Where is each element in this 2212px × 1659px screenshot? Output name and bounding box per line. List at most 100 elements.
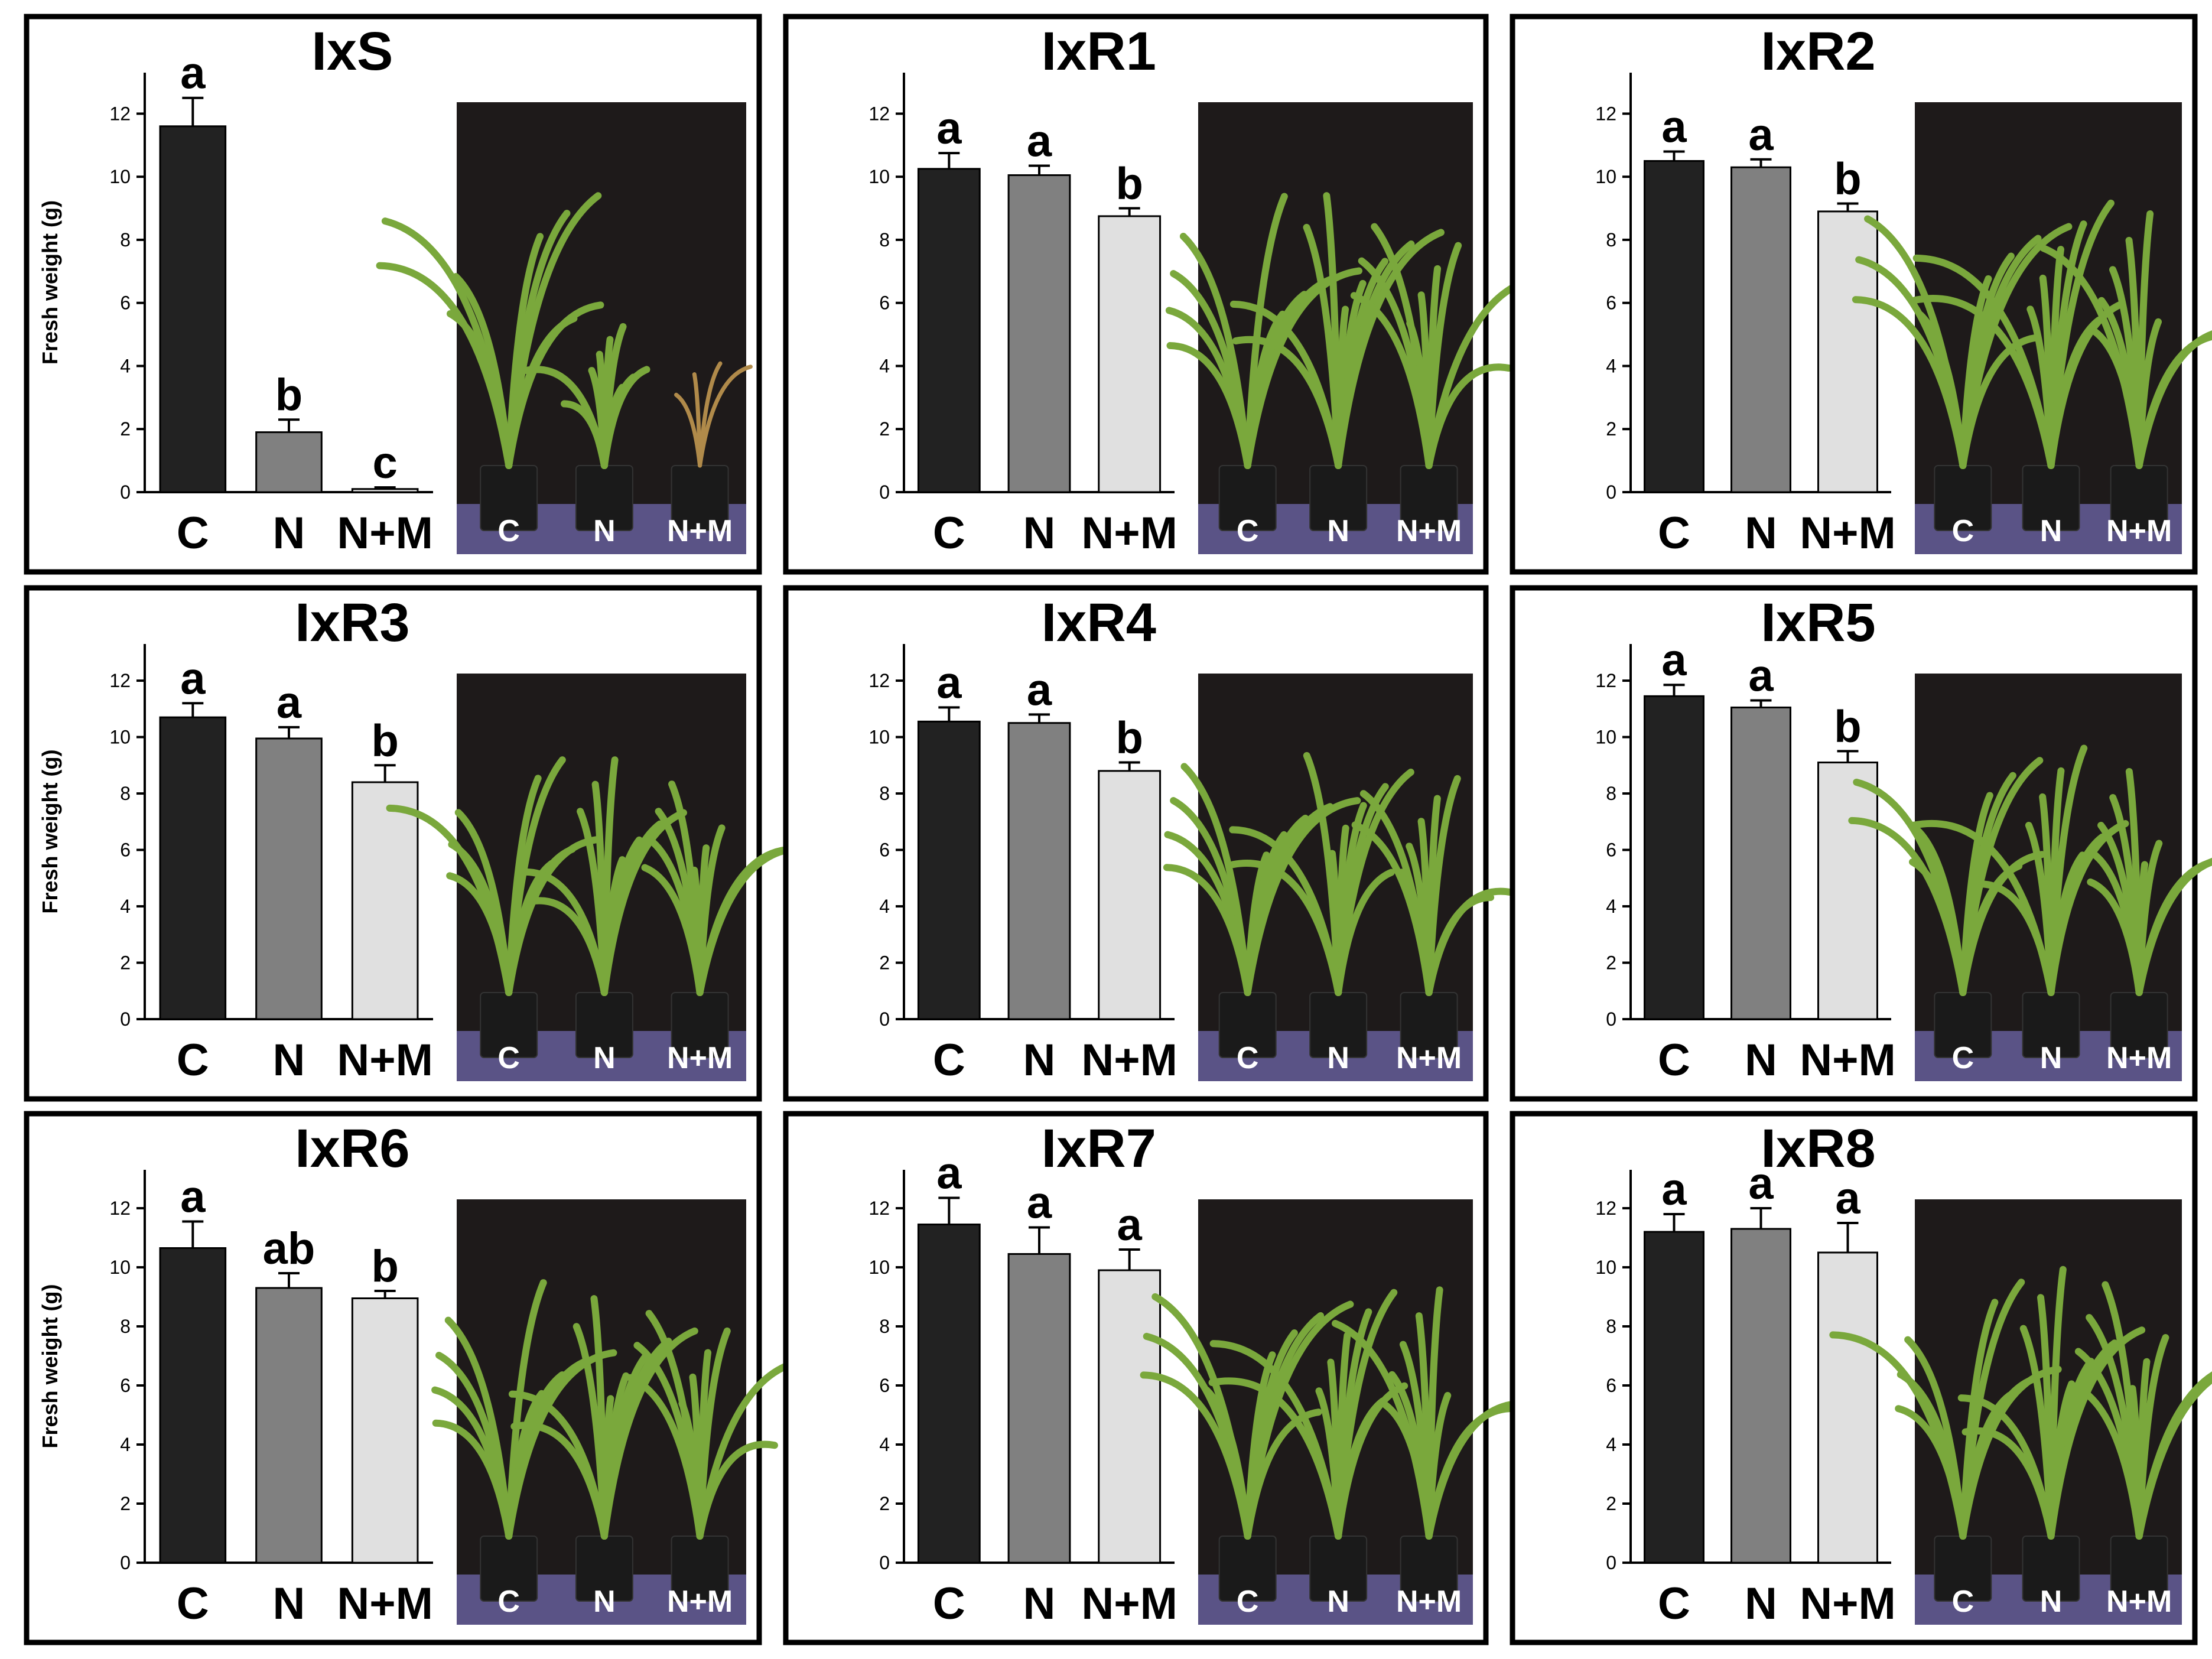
y-tick-label: 4 (1606, 355, 1616, 376)
x-tick-label: N (1745, 508, 1777, 558)
plant-leaf (600, 1327, 698, 1540)
y-tick-label: 10 (109, 727, 131, 748)
y-tick-label: 10 (109, 166, 131, 187)
x-tick-label: N (1023, 508, 1056, 558)
y-axis-label: Fresh weight (g) (38, 200, 62, 365)
y-tick-label: 12 (109, 670, 131, 691)
plant-leaf (1425, 1392, 1452, 1540)
y-tick-label: 4 (1606, 1434, 1616, 1455)
x-tick-label: N+M (1081, 1035, 1177, 1085)
y-tick-label: 2 (120, 418, 131, 440)
bar-nplusm (351, 1297, 419, 1564)
plant-leaf (1179, 233, 1251, 469)
photo-label: C (1237, 514, 1259, 548)
y-tick-label: 6 (1606, 1375, 1616, 1396)
photo-label: C (497, 1585, 520, 1619)
photo-label: C (1237, 1585, 1259, 1619)
y-tick-label: 6 (1606, 840, 1616, 861)
photo-label: C (1237, 1041, 1259, 1075)
x-tick-label: N (273, 1579, 305, 1629)
bar-nplusm (1098, 770, 1162, 1020)
significance-label: a (936, 1149, 962, 1199)
plant-leaf (698, 365, 753, 468)
panel-ixr2: 0 2 4 6 8 10 12 a Ca Nb N+M IxR2 C N N+M (1510, 14, 2212, 575)
y-tick-label: 2 (879, 952, 890, 974)
y-tick-label: 8 (120, 229, 131, 251)
bar-nplusm (1098, 1269, 1162, 1564)
photo-label: N (1327, 1041, 1349, 1075)
significance-label: a (936, 658, 962, 708)
plant-leaf (1425, 775, 1461, 996)
plant-leaf (2135, 1374, 2212, 1540)
y-tick-label: 2 (1606, 952, 1616, 974)
plant-leaf (505, 836, 600, 996)
y-tick-label: 0 (120, 1009, 131, 1030)
photo-label: N+M (1396, 514, 1462, 548)
plant-leaf (1914, 826, 1967, 996)
plant-leaf (522, 868, 608, 996)
bar-c (1644, 695, 1704, 1020)
x-tick-label: C (177, 508, 209, 558)
x-tick-label: N (273, 1035, 305, 1085)
y-tick-label: 10 (868, 166, 890, 187)
bar-n (1730, 1228, 1791, 1564)
plant-leaf (1209, 1340, 1342, 1540)
x-tick-label: N (1023, 1035, 1056, 1085)
plant-leaf (1244, 267, 1362, 469)
plant-leaf (454, 809, 513, 996)
bar-n (255, 1287, 323, 1564)
significance-label: a (1835, 1173, 1860, 1224)
bar-n (1007, 174, 1071, 493)
photo-label: N (2040, 1041, 2063, 1075)
significance-label: a (180, 48, 206, 99)
y-tick-label: 4 (1606, 896, 1616, 917)
plant-leaf (1335, 229, 1445, 469)
photo-label: C (1952, 1585, 1974, 1619)
plant-leaf (1203, 1386, 1251, 1540)
y-tick-label: 12 (109, 103, 131, 124)
photo-label: N+M (2106, 1041, 2172, 1075)
panel-title: IxR4 (1042, 593, 1156, 653)
y-tick-label: 0 (120, 482, 131, 503)
x-tick-label: C (177, 1035, 209, 1085)
bar-nplusm (1098, 215, 1162, 493)
y-tick-label: 0 (879, 1552, 890, 1573)
significance-label: b (371, 715, 398, 766)
y-tick-label: 6 (879, 292, 890, 314)
significance-label: a (180, 1172, 206, 1222)
panel-title: IxR5 (1761, 593, 1875, 653)
y-tick-label: 12 (868, 103, 890, 124)
y-tick-label: 4 (879, 896, 890, 917)
significance-label: a (936, 103, 962, 154)
panel-title: IxS (311, 21, 393, 82)
plant-leaf (1977, 880, 2055, 996)
significance-label: c (373, 438, 398, 488)
plant-leaf (1959, 851, 2045, 996)
significance-label: a (1661, 635, 1687, 685)
panel-title: IxR8 (1761, 1118, 1875, 1179)
y-tick-label: 4 (120, 1434, 131, 1455)
y-tick-label: 0 (879, 482, 890, 503)
bar-nplusm (1817, 762, 1878, 1020)
significance-label: a (1748, 1159, 1774, 1209)
plant-leaf (2135, 858, 2212, 996)
panel-ixr5: 0 2 4 6 8 10 12 a Ca Nb N+M IxR5 C N N+M (1510, 585, 2212, 1102)
x-tick-label: N+M (1800, 1035, 1896, 1085)
y-tick-label: 8 (879, 229, 890, 251)
x-tick-label: N+M (337, 508, 433, 558)
photo-label: N (593, 1585, 616, 1619)
panel-title: IxR1 (1042, 21, 1156, 82)
photo-label: C (497, 514, 520, 548)
x-tick-label: C (1658, 508, 1690, 558)
photo-label: N+M (667, 514, 733, 548)
plant-leaf (600, 366, 650, 469)
panel-title: IxR6 (295, 1118, 409, 1179)
bar-n (255, 431, 323, 493)
photo-label: C (1952, 514, 1974, 548)
bar-c (917, 168, 981, 493)
plant-leaf (696, 1440, 778, 1540)
x-tick-label: N+M (1081, 1579, 1177, 1629)
photo-label: N (1327, 514, 1349, 548)
significance-label: b (1115, 159, 1143, 209)
bar-n (1730, 166, 1791, 493)
